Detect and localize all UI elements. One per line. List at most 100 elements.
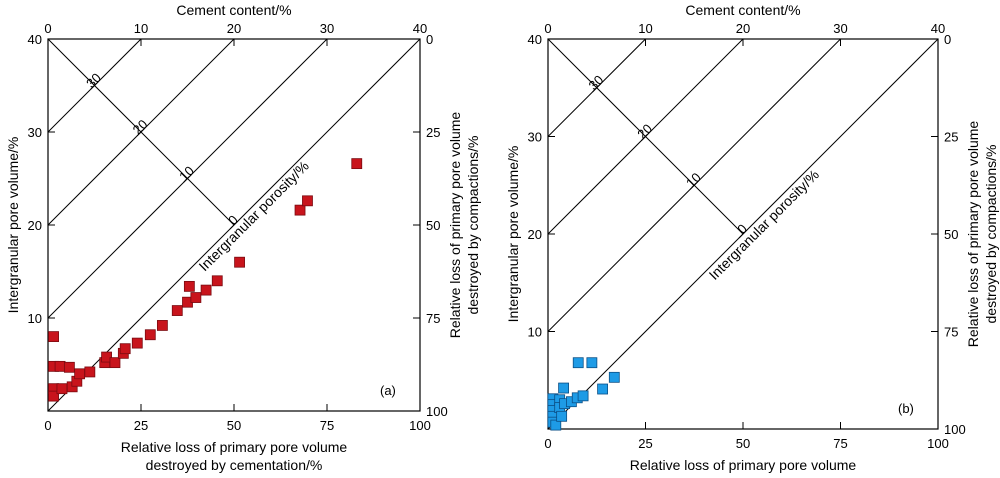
data-point — [211, 275, 223, 287]
x-tick-label: 0 — [544, 436, 551, 451]
data-point — [156, 320, 168, 331]
data-point — [234, 256, 245, 268]
y2-tick-label: 100 — [426, 404, 448, 419]
y-tick-label: 10 — [528, 325, 542, 340]
data-point — [550, 419, 562, 431]
data-point — [74, 368, 86, 380]
x2-tick-label: 10 — [134, 21, 148, 36]
y2-axis-title-line1: Relative loss of primary pore volume — [965, 121, 981, 348]
y-tick-label: 20 — [528, 227, 542, 242]
porosity-contour-label: Intergranular porosity/% — [196, 158, 312, 274]
contour-tick — [183, 174, 192, 183]
y2-axis-title-line2: destroyed by compactions/% — [983, 145, 999, 324]
data-point — [558, 382, 569, 394]
y2-tick-label: 75 — [944, 325, 958, 340]
contour-tick — [641, 132, 650, 141]
x2-tick-label: 40 — [931, 21, 945, 36]
x-axis-title-line1: Relative loss of primary pore volume — [121, 439, 348, 455]
data-point — [200, 284, 212, 296]
contour-tick — [229, 220, 239, 230]
data-point — [294, 204, 306, 216]
data-point — [48, 331, 59, 343]
x-tick-label: 50 — [227, 418, 241, 433]
x2-tick-label: 0 — [44, 21, 51, 36]
y-axis-title: Intergranular pore volume/% — [5, 137, 21, 314]
x2-axis-title: Cement content/% — [685, 2, 800, 18]
y2-tick-label: 50 — [426, 218, 440, 233]
data-point — [597, 383, 608, 395]
x2-tick-label: 30 — [320, 21, 334, 36]
data-point — [190, 292, 202, 303]
x2-tick-label: 20 — [736, 21, 750, 36]
y2-axis-title-line2: destroyed by compactions/% — [465, 136, 481, 315]
panel-label: (a) — [380, 383, 396, 398]
x-axis-title-line1: Relative loss of primary pore volume — [630, 457, 857, 473]
contour-tick-label: 20 — [130, 117, 151, 138]
contour-tick — [136, 127, 146, 137]
x2-tick-label: 0 — [544, 21, 551, 36]
y2-tick-label: 0 — [426, 32, 433, 47]
x2-axis-title: Cement content/% — [176, 2, 291, 18]
x-tick-label: 25 — [638, 436, 652, 451]
x-axis-title-line2: destroyed by cementation/% — [655, 475, 832, 478]
y2-tick-label: 75 — [426, 311, 440, 326]
y2-tick-label: 100 — [944, 422, 966, 437]
x2-tick-label: 20 — [227, 21, 241, 36]
data-point — [63, 361, 75, 373]
data-point — [577, 390, 589, 402]
data-point — [109, 357, 121, 369]
y2-tick-label: 0 — [944, 32, 951, 47]
contour-tick — [738, 229, 748, 239]
y-tick-label: 30 — [528, 130, 542, 145]
contour-tick-label: 10 — [683, 170, 704, 191]
x2-tick-label: 10 — [638, 21, 652, 36]
data-point — [84, 366, 96, 378]
y-tick-label: 40 — [28, 32, 42, 47]
y2-tick-label: 25 — [426, 125, 440, 140]
panel-label: (b) — [898, 401, 914, 416]
y2-tick-label: 25 — [944, 130, 958, 145]
y-tick-label: 20 — [28, 218, 42, 233]
y-tick-label: 30 — [28, 125, 42, 140]
data-point — [183, 280, 195, 292]
data-point — [608, 371, 620, 383]
contour-tick — [592, 83, 602, 93]
x-tick-label: 0 — [44, 418, 51, 433]
data-point — [171, 305, 183, 316]
contour-tick-label: 30 — [83, 70, 104, 91]
x-tick-label: 75 — [833, 436, 847, 451]
data-point — [556, 410, 568, 422]
contour-tick — [689, 180, 699, 190]
x-tick-label: 75 — [320, 418, 334, 433]
data-point — [131, 337, 143, 349]
x-tick-label: 100 — [409, 418, 431, 433]
contour-tick — [90, 81, 99, 90]
x-tick-label: 100 — [927, 436, 949, 451]
x2-tick-label: 40 — [413, 21, 427, 36]
y-axis-title: Intergranular pore volume/% — [505, 146, 521, 323]
data-point — [572, 357, 584, 369]
y-tick-label: 40 — [528, 32, 542, 47]
x-tick-label: 50 — [736, 436, 750, 451]
data-point — [351, 158, 363, 170]
y2-axis-title-line1: Relative loss of primary pore volume — [447, 112, 463, 339]
x2-tick-label: 30 — [833, 21, 847, 36]
y-tick-label: 10 — [28, 311, 42, 326]
porosity-contour-label: Intergranular porosity/% — [706, 166, 822, 282]
x-tick-label: 25 — [134, 418, 148, 433]
data-point — [101, 351, 112, 363]
data-point — [586, 357, 598, 369]
contour-tick-label: 20 — [634, 121, 655, 142]
contour-tick-label: 30 — [585, 72, 606, 93]
x-axis-title-line2: destroyed by cementation/% — [146, 457, 323, 473]
contour-tick-label: 10 — [176, 163, 197, 184]
data-point — [119, 343, 131, 355]
data-point — [54, 360, 66, 372]
data-point — [56, 383, 68, 395]
data-point — [302, 195, 313, 207]
data-point — [48, 390, 59, 402]
data-point — [144, 329, 156, 341]
